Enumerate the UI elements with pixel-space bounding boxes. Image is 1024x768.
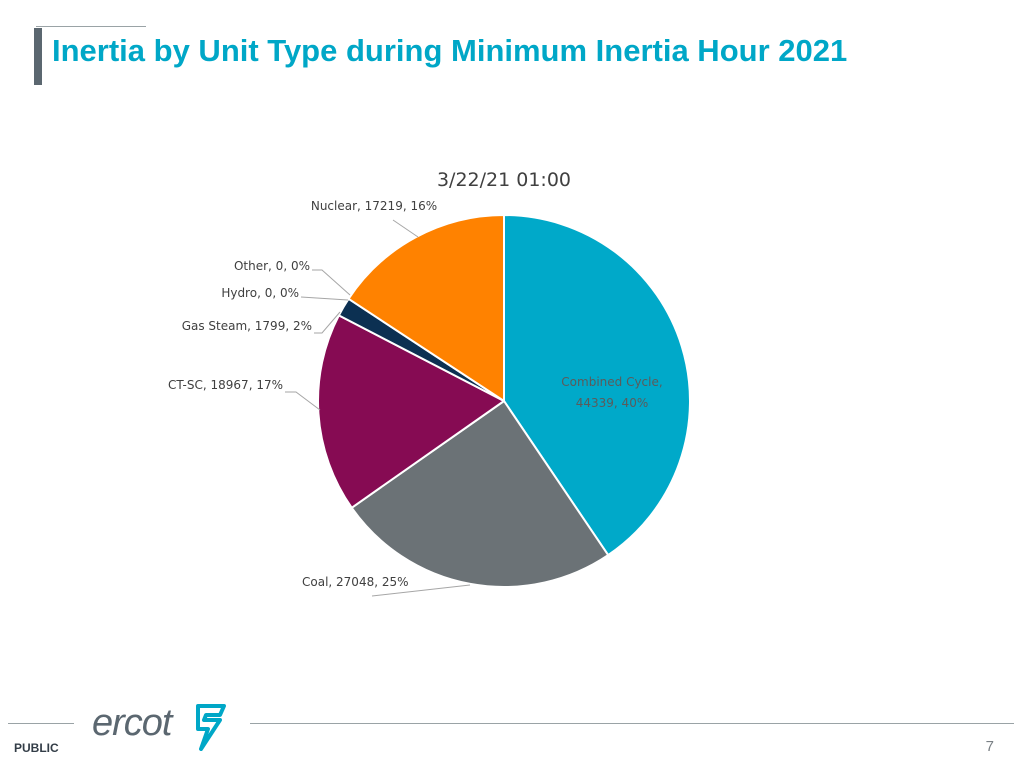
lightning-bolt-icon	[196, 704, 226, 751]
page-number: 7	[985, 738, 994, 755]
leader-line-ct-sc	[285, 391, 321, 411]
pie-slice-ct-sc	[317, 314, 505, 509]
classification-label: PUBLIC	[14, 741, 59, 755]
title-accent-bar	[34, 28, 42, 85]
data-label-ct-sc: CT-SC, 18967, 17%	[168, 378, 283, 392]
leader-line-nuclear	[392, 219, 419, 238]
data-label-nuclear: Nuclear, 17219, 16%	[311, 199, 437, 213]
data-label-gas-steam: Gas Steam, 1799, 2%	[182, 319, 312, 333]
footer-divider-right	[250, 723, 1014, 724]
pie-slice-combined-cycle	[503, 214, 691, 557]
leader-line-hydro	[300, 296, 349, 301]
data-label-coal: Coal, 27048, 25%	[302, 575, 409, 589]
title-accent-line	[36, 26, 146, 27]
leader-line-other	[312, 269, 351, 296]
logo-wordmark: ercot	[92, 702, 172, 744]
data-label-combined-cycle: Combined Cycle, 44339, 40%	[561, 375, 662, 410]
slide-title: Inertia by Unit Type during Minimum Iner…	[52, 33, 848, 68]
data-label-other: Other, 0, 0%	[234, 259, 310, 273]
leader-line-gas-steam	[314, 311, 341, 334]
chart-title: 3/22/21 01:00	[437, 169, 571, 191]
data-label-hydro: Hydro, 0, 0%	[221, 286, 299, 300]
footer-divider-left	[8, 723, 74, 724]
pie-slice-coal	[350, 400, 610, 588]
leader-line-coal	[371, 584, 471, 597]
pie-slice-nuclear	[347, 214, 505, 402]
